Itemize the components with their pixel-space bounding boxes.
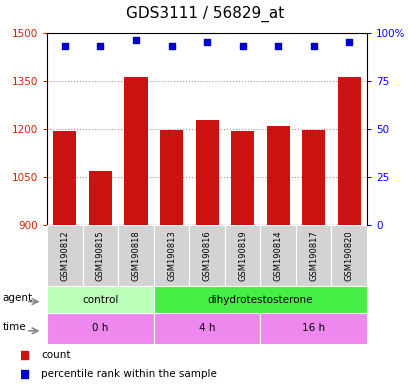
- Bar: [224, 225, 260, 286]
- Bar: [83, 225, 118, 286]
- Bar: [195, 120, 218, 225]
- Bar: [153, 225, 189, 286]
- Bar: [118, 225, 153, 286]
- Text: GSM190813: GSM190813: [166, 230, 175, 281]
- Bar: [53, 131, 76, 225]
- Text: GDS3111 / 56829_at: GDS3111 / 56829_at: [126, 5, 283, 22]
- Text: GSM190816: GSM190816: [202, 230, 211, 281]
- Text: count: count: [41, 350, 71, 360]
- Text: 4 h: 4 h: [198, 323, 215, 333]
- Point: [239, 43, 245, 49]
- Text: control: control: [82, 295, 118, 305]
- Point: [168, 43, 174, 49]
- Point: [97, 43, 103, 49]
- Bar: [266, 126, 289, 225]
- Text: agent: agent: [2, 293, 32, 303]
- Text: GSM190814: GSM190814: [273, 230, 282, 281]
- Point: [274, 43, 281, 49]
- Bar: [47, 313, 153, 344]
- Bar: [153, 313, 260, 344]
- Text: 16 h: 16 h: [301, 323, 324, 333]
- Point: [310, 43, 316, 49]
- Bar: [160, 130, 182, 225]
- Bar: [295, 225, 330, 286]
- Text: GSM190815: GSM190815: [96, 230, 105, 281]
- Bar: [301, 130, 324, 225]
- Text: GSM190812: GSM190812: [60, 230, 69, 281]
- Bar: [330, 225, 366, 286]
- Text: GSM190819: GSM190819: [238, 230, 247, 281]
- Text: percentile rank within the sample: percentile rank within the sample: [41, 369, 217, 379]
- Point: [61, 43, 68, 49]
- Text: time: time: [2, 322, 26, 332]
- Bar: [153, 286, 366, 313]
- Bar: [47, 286, 153, 313]
- Point: [203, 39, 210, 45]
- Bar: [189, 225, 224, 286]
- Text: GSM190817: GSM190817: [308, 230, 317, 281]
- Text: 0 h: 0 h: [92, 323, 108, 333]
- Bar: [47, 225, 83, 286]
- Text: dihydrotestosterone: dihydrotestosterone: [207, 295, 312, 305]
- Bar: [124, 77, 147, 225]
- Point: [345, 39, 352, 45]
- Bar: [260, 313, 366, 344]
- Bar: [260, 225, 295, 286]
- Text: GSM190818: GSM190818: [131, 230, 140, 281]
- Bar: [337, 77, 360, 225]
- Bar: [231, 131, 254, 225]
- Bar: [89, 171, 112, 225]
- Text: GSM190820: GSM190820: [344, 230, 353, 281]
- Point: [133, 37, 139, 43]
